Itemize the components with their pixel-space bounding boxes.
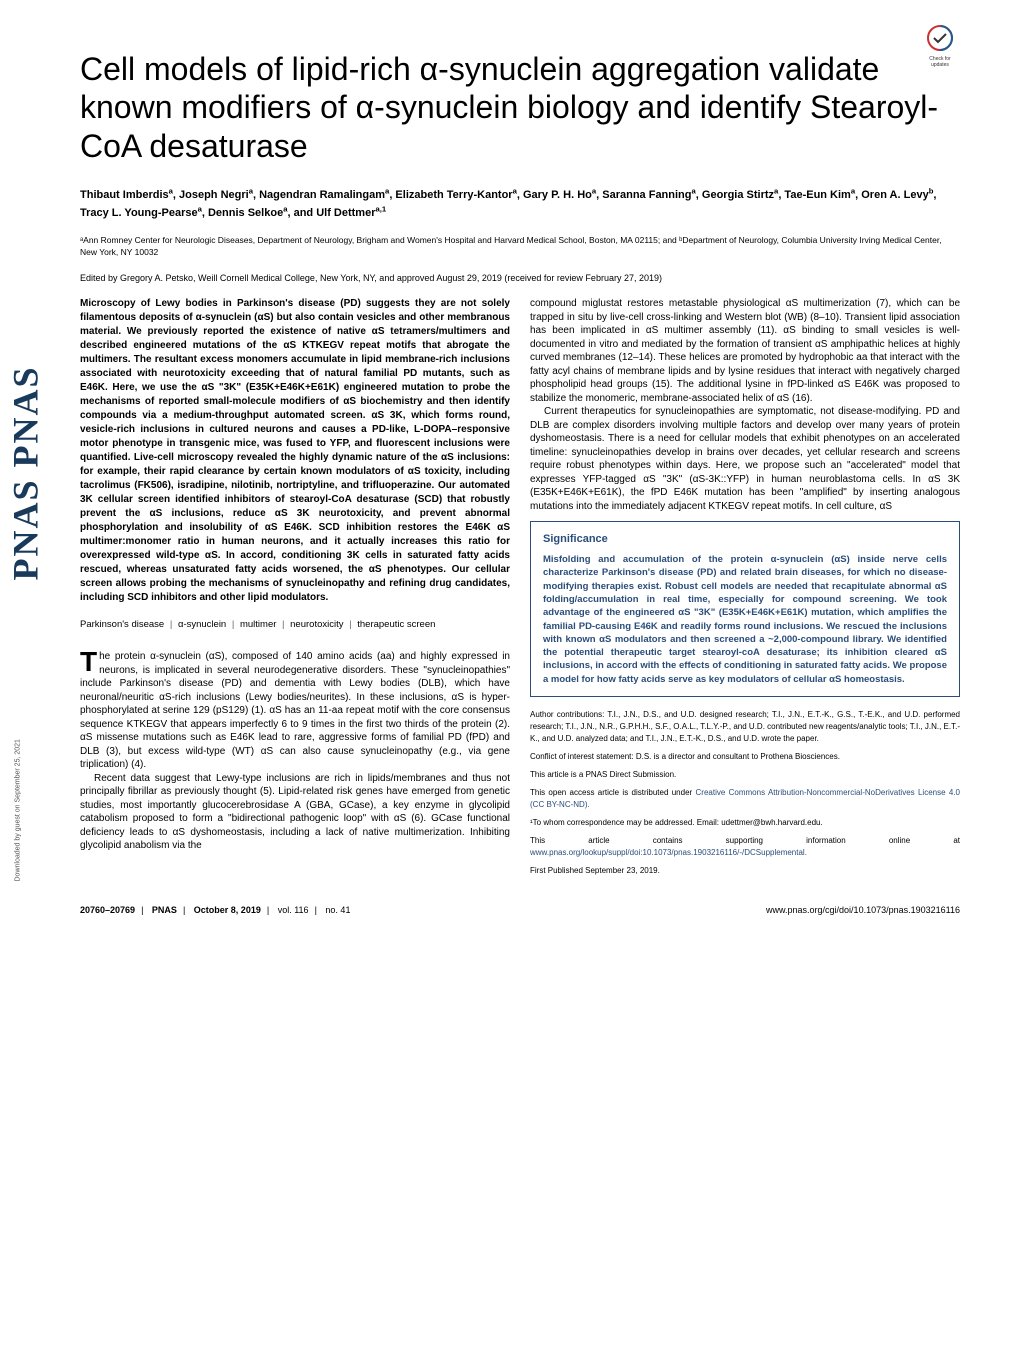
volume: vol. 116 — [278, 905, 309, 915]
issue-number: no. 41 — [325, 905, 350, 915]
keyword: multimer — [240, 619, 276, 630]
keyword: Parkinson's disease — [80, 619, 164, 630]
significance-title: Significance — [543, 532, 947, 547]
edited-by: Edited by Gregory A. Petsko, Weill Corne… — [80, 273, 960, 283]
page-container: Check for updates PNAS PNAS Downloaded b… — [0, 0, 1020, 945]
keywords: Parkinson's disease | α-synuclein | mult… — [80, 619, 510, 632]
significance-box: Significance Misfolding and accumulation… — [530, 521, 960, 697]
body-paragraph-1: The protein α-synuclein (αS), composed o… — [80, 650, 510, 772]
keyword: α-synuclein — [178, 619, 226, 630]
conflict-statement: Conflict of interest statement: D.S. is … — [530, 751, 960, 763]
affiliations: ᵃAnn Romney Center for Neurologic Diseas… — [80, 235, 960, 259]
abstract: Microscopy of Lewy bodies in Parkinson's… — [80, 297, 510, 605]
first-published: First Published September 23, 2019. — [530, 865, 960, 877]
page-footer: 20760–20769| PNAS| October 8, 2019| vol.… — [80, 897, 960, 915]
supporting-link[interactable]: www.pnas.org/lookup/suppl/doi:10.1073/pn… — [530, 848, 807, 857]
correspondence: ¹To whom correspondence may be addressed… — [530, 817, 960, 829]
keyword: neurotoxicity — [290, 619, 343, 630]
supporting-info: This article contains supporting informa… — [530, 835, 960, 859]
check-updates-badge[interactable]: Check for updates — [920, 20, 960, 70]
body-paragraph-2: Recent data suggest that Lewy-type inclu… — [80, 772, 510, 853]
issue-date: October 8, 2019 — [194, 905, 261, 915]
body-paragraph-3: compound miglustat restores metastable p… — [530, 297, 960, 405]
footer-metadata: Author contributions: T.I., J.N., D.S., … — [530, 709, 960, 877]
footer-right: www.pnas.org/cgi/doi/10.1073/pnas.190321… — [766, 905, 960, 915]
author-list: Thibaut Imberdisa, Joseph Negria, Nagend… — [80, 185, 960, 221]
drop-cap: T — [80, 650, 97, 674]
body-p1-text: he protein α-synuclein (αS), composed of… — [80, 651, 510, 770]
license: This open access article is distributed … — [530, 787, 960, 811]
download-note: Downloaded by guest on September 25, 202… — [15, 739, 22, 881]
journal-name: PNAS — [152, 905, 177, 915]
page-range: 20760–20769 — [80, 905, 135, 915]
keyword: therapeutic screen — [357, 619, 435, 630]
author-contributions: Author contributions: T.I., J.N., D.S., … — [530, 709, 960, 745]
article-title: Cell models of lipid-rich α-synuclein ag… — [80, 50, 960, 165]
submission-type: This article is a PNAS Direct Submission… — [530, 769, 960, 781]
pnas-sidebar-text: PNAS PNAS — [4, 365, 46, 580]
svg-text:updates: updates — [931, 62, 949, 68]
significance-body: Misfolding and accumulation of the prote… — [543, 553, 947, 686]
check-updates-icon: Check for updates — [920, 20, 960, 70]
two-column-content: Microscopy of Lewy bodies in Parkinson's… — [80, 297, 960, 877]
body-paragraph-4: Current therapeutics for synucleinopathi… — [530, 405, 960, 513]
footer-left: 20760–20769| PNAS| October 8, 2019| vol.… — [80, 905, 350, 915]
